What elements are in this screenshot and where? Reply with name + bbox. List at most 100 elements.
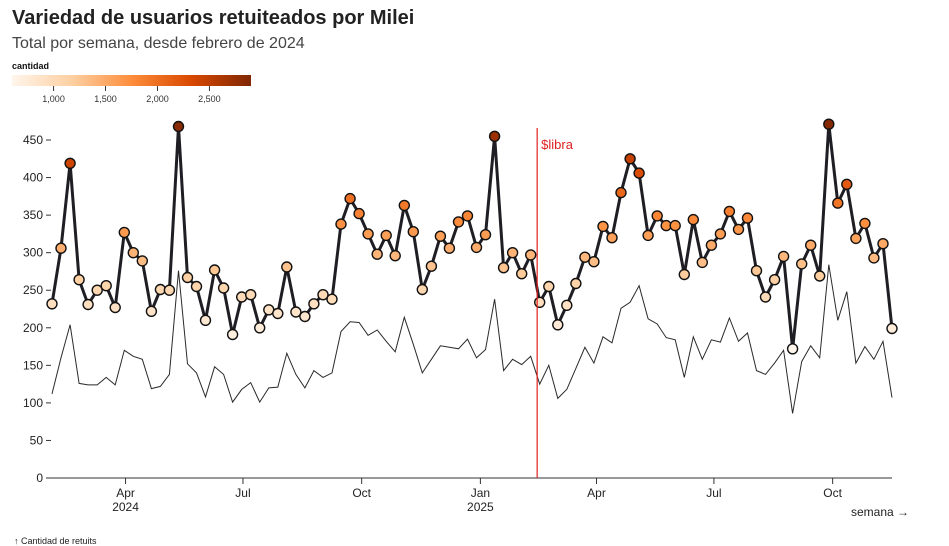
data-point <box>181 271 194 284</box>
y-tick-label: 50 <box>30 433 44 447</box>
data-point <box>208 264 221 276</box>
data-point <box>886 322 898 335</box>
data-point <box>850 232 862 245</box>
main-series-layer <box>46 118 898 355</box>
data-point <box>326 293 338 305</box>
data-point <box>317 289 329 301</box>
y-tick-label: 450 <box>23 133 43 147</box>
data-point <box>443 242 456 254</box>
data-point <box>750 265 763 277</box>
data-point <box>172 120 185 133</box>
data-point <box>64 157 76 170</box>
data-point <box>651 210 663 222</box>
data-point <box>272 307 284 320</box>
data-point <box>109 301 121 314</box>
legend-ticks: 1,000 1,500 2,000 2,500 <box>42 86 221 104</box>
legend-tick-label: 2,500 <box>198 94 221 104</box>
data-point <box>470 241 483 254</box>
legend-title: cantidad <box>12 61 50 71</box>
data-point <box>759 291 772 303</box>
x-tick-label: Oct <box>823 486 842 500</box>
x-tick-label: Oct <box>352 486 371 500</box>
data-point <box>145 305 158 317</box>
y-tick-label: 200 <box>23 321 43 335</box>
main-series-line <box>50 122 894 351</box>
data-point <box>814 270 826 282</box>
data-point <box>579 251 591 263</box>
y-tick-label: 0 <box>36 471 43 485</box>
y-tick-label: 100 <box>23 396 43 410</box>
data-point <box>416 283 428 296</box>
y-axis: 0 50 100 150 200 250 300 350 400 450 <box>23 133 51 485</box>
data-point <box>244 289 257 301</box>
data-point <box>254 322 266 334</box>
data-point <box>353 207 365 220</box>
x-tick-label: Jul <box>706 486 721 500</box>
data-point <box>344 192 356 205</box>
data-point <box>434 230 447 242</box>
data-point <box>543 280 555 293</box>
data-point <box>615 186 627 199</box>
data-point <box>823 118 835 130</box>
y-axis-footnote: ↑ Cantidad de retuits <box>14 536 97 546</box>
data-point <box>407 225 419 238</box>
y-tick-label: 250 <box>23 283 43 297</box>
legend-color-ramp <box>12 75 251 86</box>
data-point <box>868 252 880 264</box>
data-point <box>425 260 438 272</box>
data-point <box>91 284 103 296</box>
data-point <box>561 299 573 311</box>
data-point <box>696 256 708 269</box>
data-point <box>497 262 510 274</box>
data-point <box>371 248 383 260</box>
data-point <box>777 250 790 263</box>
y-tick-label: 350 <box>23 208 43 222</box>
data-point <box>55 242 67 254</box>
data-point <box>723 205 736 218</box>
x-tick-label: Jan <box>471 486 490 500</box>
x-tick-label: Apr <box>116 486 135 500</box>
data-point <box>335 218 347 230</box>
data-point <box>597 220 609 233</box>
data-point <box>805 239 817 251</box>
data-point <box>570 277 582 290</box>
x-tick-label: Jul <box>235 486 250 500</box>
data-point <box>281 261 293 273</box>
data-point <box>714 228 727 240</box>
chart-subtitle: Total por semana, desde febrero de 2024 <box>12 35 305 52</box>
data-point <box>127 246 140 259</box>
data-point <box>488 130 501 143</box>
data-point <box>73 274 85 286</box>
data-point <box>525 249 537 261</box>
data-point <box>642 229 654 242</box>
data-point <box>100 280 112 292</box>
data-point <box>741 212 754 224</box>
data-point <box>479 228 492 241</box>
x-tick-label: Apr <box>587 486 606 500</box>
legend-tick-label: 2,000 <box>146 94 169 104</box>
data-point <box>678 268 690 281</box>
legend-tick-label: 1,500 <box>94 94 117 104</box>
data-point <box>199 314 212 326</box>
data-point <box>534 296 546 308</box>
data-point <box>516 268 528 280</box>
y-tick-label: 400 <box>23 171 43 185</box>
data-point <box>217 282 230 294</box>
x-tick-year-label: 2024 <box>112 500 139 514</box>
x-tick-year-label: 2025 <box>467 500 494 514</box>
data-point <box>290 306 302 318</box>
data-point <box>362 228 374 240</box>
x-axis-label: semana → <box>851 505 909 519</box>
data-point <box>118 226 131 239</box>
data-point <box>588 256 600 268</box>
thin-series-line <box>51 264 893 414</box>
data-point <box>46 298 58 310</box>
data-point <box>299 310 311 323</box>
data-point <box>768 274 781 286</box>
data-point <box>190 280 203 293</box>
data-point <box>669 219 681 232</box>
data-point <box>163 284 176 296</box>
data-point <box>398 199 410 212</box>
data-point <box>452 216 465 228</box>
